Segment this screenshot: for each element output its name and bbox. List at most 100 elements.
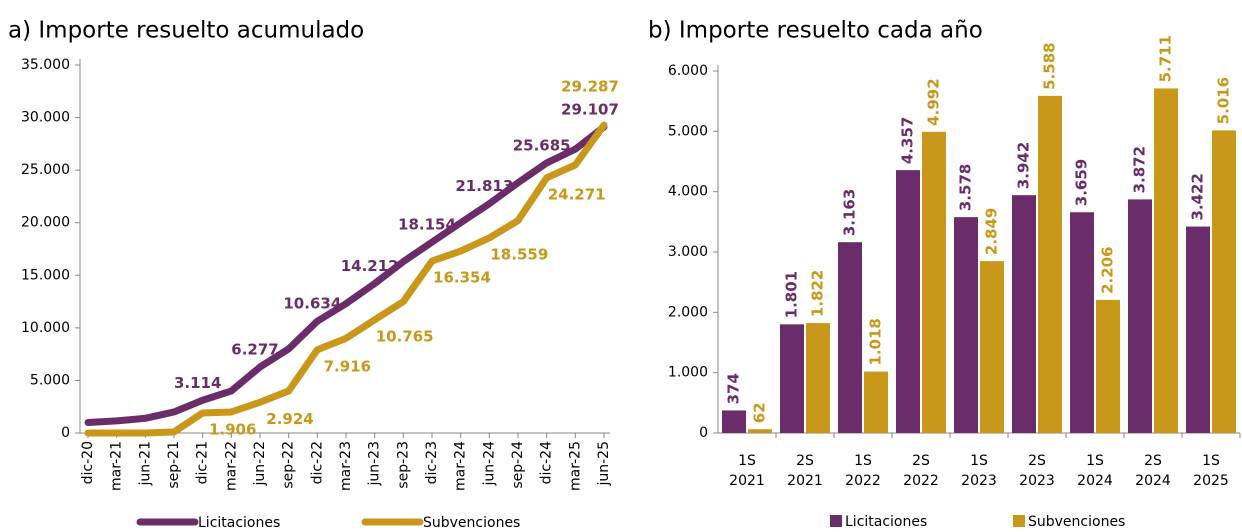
data-label: 1.018 — [867, 318, 885, 365]
y-tick-label: 5.000 — [668, 123, 708, 139]
bar — [806, 323, 830, 433]
x-tick-label: dic-20 — [80, 441, 96, 484]
x-tick-label: sep-22 — [281, 441, 297, 489]
x-tick-label: jun-21 — [137, 441, 153, 487]
x-tick-label-line: 2022 — [903, 473, 939, 489]
chart-title: b) Importe resuelto cada año — [648, 18, 983, 44]
data-label: 21.813 — [455, 177, 513, 195]
bar — [1212, 130, 1236, 434]
data-label: 374 — [725, 373, 743, 404]
x-tick-label-line: 2S — [1028, 453, 1046, 469]
x-tick-label: dic-22 — [309, 441, 325, 484]
x-tick-label: 1S 2022 — [845, 453, 881, 489]
data-label: 3.114 — [174, 374, 221, 392]
bar — [864, 371, 888, 433]
chart-title: a) Importe resuelto acumulado — [8, 18, 364, 44]
x-tick-label: sep-23 — [395, 441, 411, 489]
x-tick-label: sep-24 — [510, 441, 526, 489]
y-tick-label: 3.000 — [668, 244, 708, 260]
bar — [954, 217, 978, 433]
bar — [748, 429, 772, 433]
bar — [896, 170, 920, 433]
data-label: 3.163 — [841, 189, 859, 236]
data-label: 3.422 — [1189, 173, 1207, 220]
data-label: 24.271 — [548, 185, 606, 203]
bar — [1096, 299, 1120, 433]
x-tick-label: 2S 2023 — [1019, 453, 1055, 489]
line — [84, 121, 608, 437]
data-label: 29.287 — [561, 78, 619, 96]
x-tick-label: 2S 2024 — [1135, 453, 1171, 489]
data-label: 2.206 — [1099, 246, 1117, 293]
data-label: 5.588 — [1041, 42, 1059, 89]
x-tick-label-line: 1S — [1086, 453, 1104, 469]
legend-label: Subvenciones — [1028, 514, 1125, 530]
y-tick-label: 1.000 — [668, 365, 708, 381]
x-tick-label-line: 2S — [1144, 453, 1162, 469]
legend-label: Licitaciones — [198, 515, 280, 531]
y-tick-label: 20.000 — [21, 215, 70, 231]
x-tick-label: 1S 2024 — [1077, 453, 1113, 489]
bar — [1154, 88, 1178, 433]
x-tick-label-line: 2023 — [961, 473, 997, 489]
data-label: 1.906 — [209, 420, 256, 438]
bar — [780, 324, 804, 433]
data-label: 29.107 — [561, 100, 619, 118]
y-tick-label: 30.000 — [21, 110, 70, 126]
y-tick-label: 15.000 — [21, 267, 70, 283]
x-tick-label-line: 2024 — [1077, 473, 1113, 489]
x-tick-label: sep-21 — [166, 441, 182, 489]
bar — [1128, 199, 1152, 433]
x-tick-label: jun-23 — [367, 441, 383, 487]
x-tick-label-line: 2S — [912, 453, 930, 469]
legend-swatch — [1013, 515, 1025, 527]
data-label: 4.357 — [899, 117, 917, 164]
bar — [1186, 226, 1210, 433]
x-tick-label: 2S 2022 — [903, 453, 939, 489]
data-label: 18.154 — [398, 216, 456, 234]
y-tick-label: 2.000 — [668, 304, 708, 320]
data-label: 6.277 — [231, 341, 278, 359]
bar — [1038, 95, 1062, 433]
x-tick-label-line: 2025 — [1193, 473, 1229, 489]
bar — [1070, 212, 1094, 433]
x-tick-label-line: 2022 — [845, 473, 881, 489]
x-tick-label-line: 2024 — [1135, 473, 1171, 489]
x-tick-label-line: 2021 — [787, 473, 823, 489]
data-label: 3.659 — [1073, 159, 1091, 206]
x-tick-label-line: 2021 — [729, 473, 765, 489]
data-label: 1.822 — [809, 270, 827, 317]
data-label: 16.354 — [433, 269, 491, 287]
x-tick-label-line: 1S — [1202, 453, 1220, 469]
data-label: 10.765 — [376, 327, 434, 345]
bar — [922, 131, 946, 434]
data-label: 4.992 — [925, 78, 943, 125]
y-tick-label: 4.000 — [668, 184, 708, 200]
x-tick-label-line: 1S — [854, 453, 872, 469]
data-label: 5.016 — [1215, 77, 1233, 124]
legend-swatch — [830, 515, 842, 527]
data-label: 25.685 — [513, 136, 571, 154]
data-label: 3.872 — [1131, 146, 1149, 193]
y-tick-label: 25.000 — [21, 162, 70, 178]
bar — [722, 410, 746, 433]
bar — [980, 261, 1004, 433]
y-tick-label: 5.000 — [30, 372, 70, 388]
data-label: 18.559 — [490, 245, 548, 263]
x-tick-label: jun-22 — [252, 441, 268, 487]
y-tick-label: 10.000 — [21, 320, 70, 336]
data-label: 10.634 — [283, 295, 341, 313]
x-tick-label: jun-25 — [596, 441, 612, 487]
data-label: 2.924 — [266, 410, 313, 428]
x-tick-label: 2S 2021 — [787, 453, 823, 489]
x-tick-label-line: 1S — [738, 453, 756, 469]
x-tick-label: mar-23 — [338, 441, 354, 491]
y-tick-label: 35.000 — [21, 57, 70, 73]
data-label: 7.916 — [324, 357, 371, 375]
x-tick-label-line: 1S — [970, 453, 988, 469]
bar — [838, 242, 862, 433]
data-label: 3.942 — [1015, 142, 1033, 189]
y-tick-label: 6.000 — [668, 63, 708, 79]
data-label: 14.212 — [341, 257, 399, 275]
